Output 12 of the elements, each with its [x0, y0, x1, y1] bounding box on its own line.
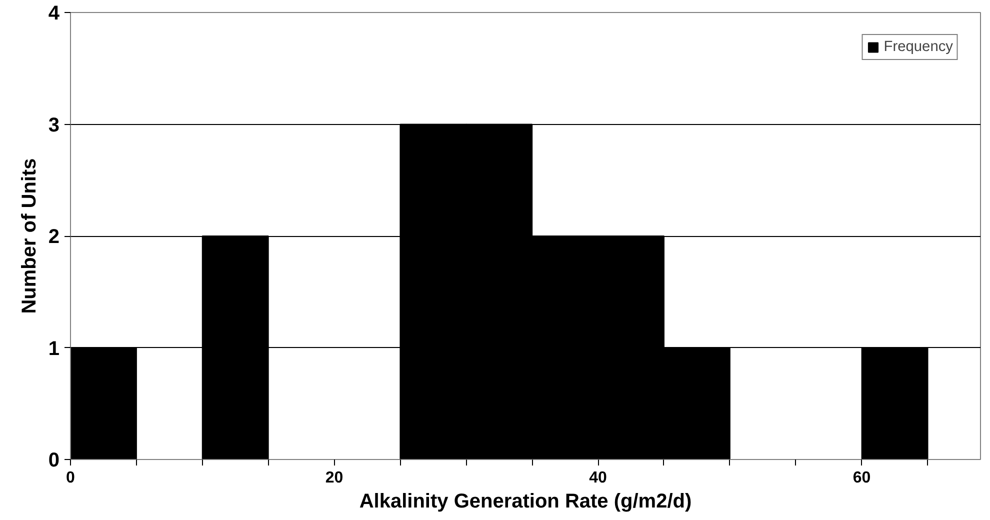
x-tick-label: 20: [325, 470, 344, 486]
x-tick-label: 0: [66, 470, 76, 486]
y-tick-label: 0: [48, 450, 60, 472]
y-tick-label: 1: [48, 338, 60, 360]
y-axis-title: Number of Units: [18, 158, 40, 314]
y-tick-label: 2: [48, 226, 60, 248]
y-tick-label: 3: [48, 114, 60, 136]
y-tick-label: 4: [48, 2, 60, 24]
x-tick-label: 60: [852, 470, 871, 486]
legend-label: Frequency: [884, 39, 953, 55]
x-tick-label: 40: [589, 470, 608, 486]
x-axis-title: Alkalinity Generation Rate (g/m2/d): [359, 490, 692, 512]
